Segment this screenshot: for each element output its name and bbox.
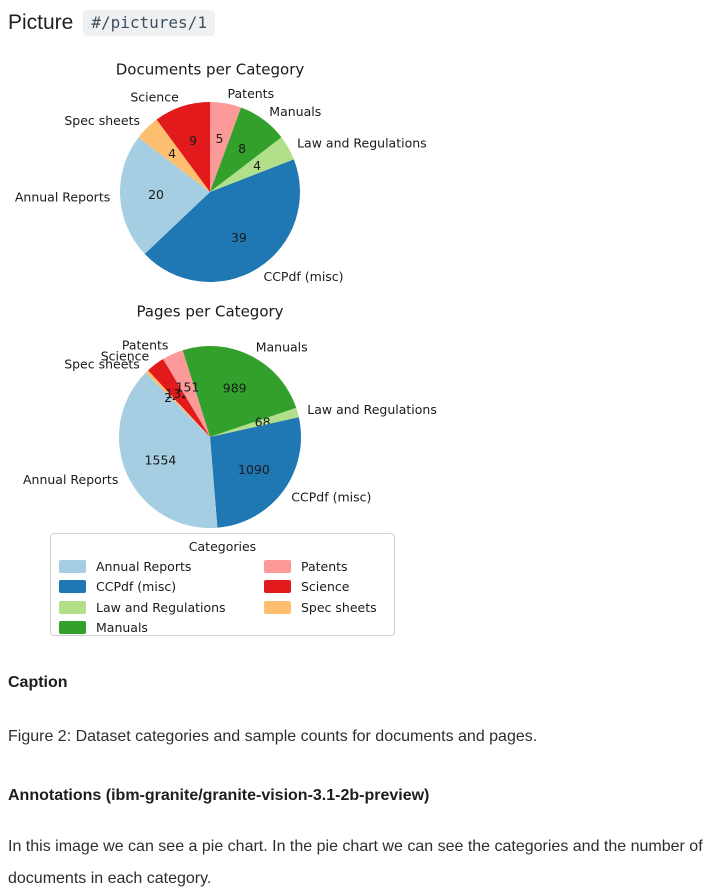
legend-swatch-science (264, 580, 291, 594)
legend-label: Spec sheets (301, 599, 377, 615)
pie-value-manuals: 989 (223, 381, 247, 396)
legend-swatch-ccpdf-misc (59, 580, 86, 594)
pie-slice-patents (210, 102, 242, 192)
legend-item-law-and-regulations: Law and Regulations (59, 597, 264, 618)
legend-swatch-annual-reports (59, 559, 86, 573)
caption-heading: Caption (8, 674, 68, 691)
pie-slice-manuals (210, 107, 282, 192)
legend-item-spec-sheets: Spec sheets (264, 597, 377, 618)
pie-value-patents: 5 (216, 131, 224, 146)
pie-label-manuals: Manuals (256, 339, 308, 354)
legend-label: Science (301, 579, 350, 595)
pie-slice-ccpdf-misc (144, 159, 300, 282)
picture-reference-link[interactable]: #/pictures/1 (83, 10, 215, 36)
legend-label: Manuals (96, 620, 148, 636)
pie-title: Documents per Category (116, 60, 305, 78)
caption-text: Figure 2: Dataset categories and sample … (8, 728, 538, 745)
pie-charts-canvas: Documents per Category Patents 5 Manuals 8 La… (15, 60, 437, 529)
legend-columns: Annual Reports CCPdf (misc) Law and Regula… (59, 556, 386, 638)
legend-label: Patents (301, 558, 348, 574)
pie-slice-science (148, 359, 210, 437)
pie-label-spec-sheets: Spec sheets (64, 357, 140, 372)
legend-label: CCPdf (misc) (96, 579, 177, 595)
pie-label-science: Science (101, 349, 150, 364)
pie-value-law-and-regulations: 4 (253, 158, 261, 173)
pie-label-ccpdf-misc: CCPdf (misc) (263, 269, 343, 284)
pie-label-science: Science (130, 89, 179, 104)
legend-column-1: Annual Reports CCPdf (misc) Law and Regula… (59, 556, 264, 638)
legend-swatch-spec-sheets (264, 600, 291, 614)
page-header: Picture #/pictures/1 (8, 10, 716, 36)
legend-title: Categories (188, 539, 257, 554)
pie-slice-spec-sheets (138, 119, 210, 192)
pie-label-spec-sheets: Spec sheets (64, 113, 140, 128)
pie-value-annual-reports: 20 (148, 187, 164, 202)
legend-swatch-patents (264, 559, 291, 573)
chart-legend: Categories Annual Reports CCPdf (misc) Law… (50, 533, 395, 636)
legend-item-manuals: Manuals (59, 618, 264, 639)
page-title: Picture (8, 11, 74, 34)
pie-label-ccpdf-misc: CCPdf (misc) (291, 489, 371, 504)
pie-value-spec-sheets: 4 (168, 146, 176, 161)
legend-swatch-manuals (59, 621, 86, 635)
pie-slice-law-and-regulations (210, 407, 299, 437)
pie-slice-annual-reports (120, 137, 210, 254)
legend-swatch-law-and-regulations (59, 600, 86, 614)
pie-value-patents: 151 (176, 380, 200, 395)
pie-value-science: 9 (189, 133, 197, 148)
pie-value-manuals: 8 (238, 141, 246, 156)
pie-label-law-and-regulations: Law and Regulations (307, 402, 437, 417)
pie-label-patents: Patents (122, 337, 169, 352)
legend-item-science: Science (264, 577, 377, 598)
pie-slice-ccpdf-misc (210, 417, 301, 528)
pie-value-ccpdf-misc: 1090 (238, 462, 270, 477)
pie-label-annual-reports: Annual Reports (23, 472, 118, 487)
pie-label-patents: Patents (228, 86, 275, 101)
pie-label-annual-reports: Annual Reports (15, 190, 110, 205)
legend-label: Law and Regulations (96, 599, 226, 615)
legend-item-annual-reports: Annual Reports (59, 556, 264, 577)
pie-slice-science (156, 102, 210, 192)
figure-image: Documents per Category Patents 5 Manuals 8 La… (8, 55, 568, 640)
pie-slice-patents (163, 350, 210, 437)
pie-title: Pages per Category (136, 302, 283, 320)
legend-column-2: Patents Science Spec sheets (264, 556, 377, 638)
annotations-text: In this image we can see a pie chart. In… (8, 838, 703, 887)
legend-label: Annual Reports (96, 558, 192, 574)
legend-item-patents: Patents (264, 556, 377, 577)
annotations-heading: Annotations (ibm-granite/granite-vision-… (8, 787, 430, 804)
pie-label-manuals: Manuals (269, 104, 321, 119)
pie-value-ccpdf-misc: 39 (231, 230, 247, 245)
pie-slice-manuals (182, 346, 297, 437)
pie-slice-law-and-regulations (210, 137, 294, 192)
pie-slice-annual-reports (119, 372, 218, 529)
legend-item-ccpdf-misc: CCPdf (misc) (59, 577, 264, 598)
pie-label-law-and-regulations: Law and Regulations (297, 135, 427, 150)
pie-value-annual-reports: 1554 (145, 452, 177, 467)
pie-slice-spec-sheets (145, 370, 210, 437)
